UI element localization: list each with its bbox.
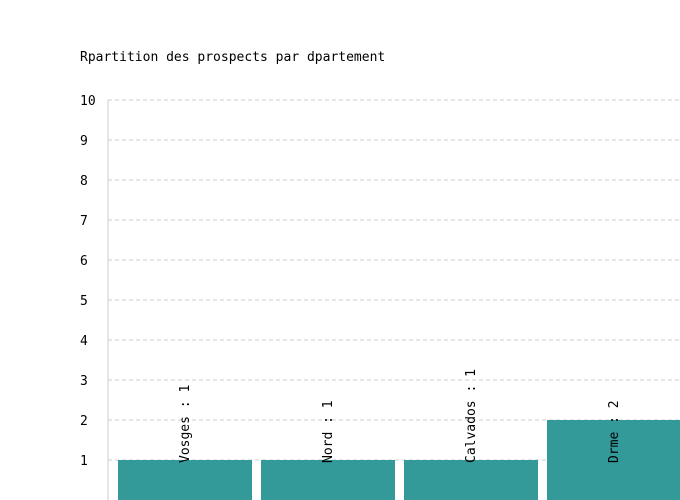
bar-label-drme: Drme : 2 bbox=[607, 400, 622, 463]
y-tick-label-6: 6 bbox=[80, 254, 88, 269]
y-tick-label-1: 1 bbox=[80, 454, 88, 469]
bar-nord bbox=[261, 460, 395, 500]
y-tick-label-9: 9 bbox=[80, 134, 88, 149]
bar-calvados bbox=[404, 460, 538, 500]
y-tick-label-10: 10 bbox=[80, 94, 96, 109]
bar-label-vosges: Vosges : 1 bbox=[178, 385, 193, 463]
bar-label-calvados: Calvados : 1 bbox=[464, 369, 479, 463]
y-tick-label-5: 5 bbox=[80, 294, 88, 309]
y-tick-label-3: 3 bbox=[80, 374, 88, 389]
y-tick-label-2: 2 bbox=[80, 414, 88, 429]
bar-drme bbox=[547, 420, 680, 500]
chart-title: Rpartition des prospects par dpartement bbox=[80, 50, 386, 65]
y-tick-label-8: 8 bbox=[80, 174, 88, 189]
y-tick-label-4: 4 bbox=[80, 334, 88, 349]
bar-label-nord: Nord : 1 bbox=[321, 400, 336, 463]
bar-vosges bbox=[118, 460, 252, 500]
y-tick-label-7: 7 bbox=[80, 214, 88, 229]
